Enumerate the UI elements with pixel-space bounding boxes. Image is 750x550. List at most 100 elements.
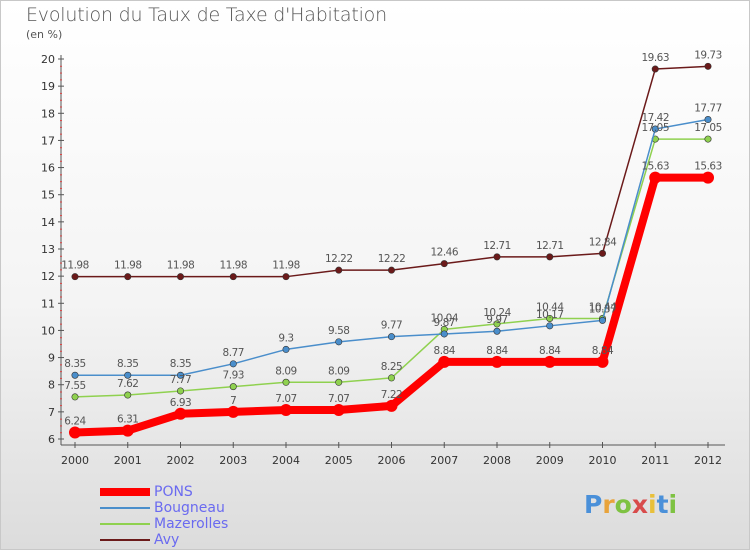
data-point-pons [649, 171, 662, 184]
y-minor-tick [60, 377, 62, 379]
data-point-pons [174, 407, 187, 420]
legend-item-bougneau: Bougneau [100, 500, 300, 516]
legend-swatch [100, 523, 150, 525]
data-point-pons [438, 355, 451, 368]
y-minor-tick [60, 99, 62, 101]
data-point-mazerolles [704, 135, 712, 143]
data-label-mazerolles: 8.25 [381, 361, 402, 373]
data-point-bougneau [124, 371, 132, 379]
data-label-bougneau: 9.87 [434, 317, 455, 329]
data-label-bougneau: 10.17 [536, 309, 564, 321]
logo-letter: x [631, 490, 648, 519]
y-minor-tick [60, 262, 62, 264]
x-tick-label: 2006 [378, 454, 406, 467]
legend-swatch [100, 539, 150, 541]
x-tick-label: 2007 [430, 454, 458, 467]
y-tick-label: 17 [41, 134, 55, 147]
y-minor-tick [60, 120, 62, 122]
data-point-avy [124, 273, 132, 281]
data-point-pons [121, 424, 134, 437]
data-label-pons: 7.07 [275, 393, 296, 405]
y-minor-tick [60, 418, 62, 420]
y-tick-label: 14 [41, 216, 55, 229]
logo-letter: i [668, 490, 678, 519]
y-minor-tick [60, 296, 62, 298]
x-tick-label: 2009 [536, 454, 564, 467]
logo-letter: t [656, 490, 669, 519]
y-minor-tick [60, 323, 62, 325]
data-point-pons [227, 405, 240, 418]
y-minor-tick [60, 425, 62, 427]
data-label-pons: 15.63 [694, 161, 722, 173]
data-label-bougneau: 17.77 [694, 103, 722, 115]
data-label-avy: 12.46 [430, 247, 458, 259]
y-minor-tick [60, 208, 62, 210]
y-tick-label: 18 [41, 107, 55, 120]
data-label-pons: 6.93 [170, 397, 191, 409]
y-tick-label: 12 [41, 270, 55, 283]
y-minor-tick [60, 405, 62, 407]
data-point-pons [385, 399, 398, 412]
x-tick-label: 2000 [61, 454, 89, 467]
y-minor-tick [60, 201, 62, 203]
data-label-mazerolles: 10.04 [430, 312, 458, 324]
y-minor-tick [60, 133, 62, 135]
y-tick-label: 6 [48, 433, 55, 446]
y-minor-tick [60, 92, 62, 94]
data-point-avy [546, 253, 554, 261]
y-minor-tick [60, 106, 62, 108]
y-minor-tick [60, 242, 62, 244]
y-minor-tick [60, 147, 62, 149]
data-point-avy [651, 65, 659, 73]
x-tick-label: 2012 [694, 454, 722, 467]
logo-letter: P [584, 490, 603, 519]
data-labels: 11.98 11.98 11.98 11.98 11.98 12.22 12.22 12.46… [61, 49, 722, 427]
data-point-avy [177, 273, 185, 281]
data-label-avy: 12.22 [325, 253, 353, 265]
y-minor-tick [60, 310, 62, 312]
y-minor-tick [60, 126, 62, 128]
x-tick-label: 2011 [641, 454, 669, 467]
data-point-mazerolles [387, 374, 395, 382]
data-label-mazerolles: 17.05 [641, 122, 669, 134]
data-point-bougneau [71, 371, 79, 379]
data-label-avy: 11.98 [61, 260, 89, 272]
y-minor-tick [60, 350, 62, 352]
data-label-pons: 7 [230, 395, 236, 407]
chart-title: Evolution du Taux de Taxe d'Habitation [26, 4, 387, 26]
data-label-mazerolles: 10.24 [483, 307, 511, 319]
y-minor-tick [60, 235, 62, 237]
data-point-pons [280, 403, 292, 416]
legend-swatch [100, 507, 150, 509]
legend-item-pons: PONS [100, 484, 300, 500]
x-tick-label: 2004 [272, 454, 300, 467]
data-label-pons: 8.84 [592, 345, 614, 357]
y-minor-tick [60, 289, 62, 291]
y-minor-tick [60, 344, 62, 345]
data-point-bougneau [440, 330, 448, 338]
y-minor-tick [60, 282, 62, 284]
x-tick-label: 2010 [589, 454, 617, 467]
data-point-avy [598, 249, 606, 257]
data-label-mazerolles: 7.77 [170, 374, 191, 386]
data-point-pons [332, 403, 345, 416]
x-tick-label: 2002 [167, 454, 195, 467]
legend-label: Mazerolles [154, 516, 229, 532]
data-label-avy: 12.84 [589, 236, 617, 248]
data-label-pons: 7.22 [381, 389, 402, 401]
y-minor-tick [60, 228, 62, 230]
data-label-bougneau: 9.77 [381, 320, 402, 332]
data-point-mazerolles [546, 314, 554, 322]
data-label-mazerolles: 7.62 [117, 378, 138, 390]
data-point-avy [387, 266, 395, 274]
data-label-bougneau: 8.35 [170, 358, 191, 370]
data-point-pons [596, 355, 609, 368]
data-point-avy [704, 62, 712, 70]
y-minor-tick [60, 174, 62, 176]
y-tick-label: 20 [41, 53, 55, 66]
series-lines [69, 62, 714, 439]
data-point-bougneau [387, 333, 395, 341]
data-point-bougneau [651, 125, 659, 133]
data-label-pons: 8.84 [486, 345, 508, 357]
data-label-mazerolles: 10.44 [589, 301, 617, 313]
